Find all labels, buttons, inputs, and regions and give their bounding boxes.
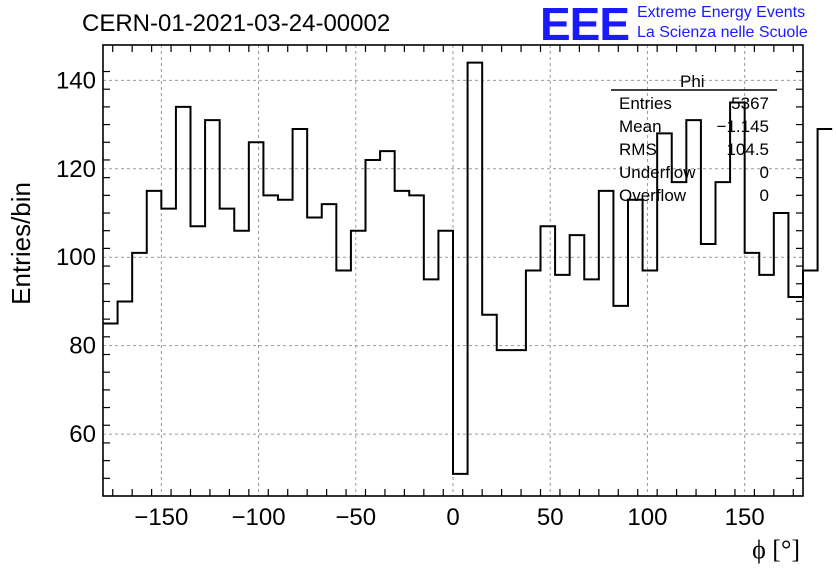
stats-value: 5367 <box>731 94 769 113</box>
stats-label: Mean <box>619 117 662 136</box>
x-axis-label: ϕ [°] <box>752 535 800 564</box>
stats-label: RMS <box>619 140 657 159</box>
x-tick-label: 100 <box>627 504 667 531</box>
stats-value: −1.145 <box>716 117 769 136</box>
logo-line-1: Extreme Energy Events <box>637 4 806 21</box>
y-tick-label: 80 <box>69 333 96 360</box>
stats-name: Phi <box>680 72 705 91</box>
stats-label: Entries <box>619 94 672 113</box>
stats-value: 104.5 <box>726 140 769 159</box>
y-tick-label: 100 <box>56 244 96 271</box>
y-tick-label: 60 <box>69 421 96 448</box>
eee-logo: EEE <box>540 0 630 50</box>
stats-value: 0 <box>759 186 769 205</box>
chart-title: CERN-01-2021-03-24-00002 <box>82 10 391 37</box>
stats-label: Underflow <box>619 163 696 182</box>
plot-frame <box>102 44 804 497</box>
stats-label: Overflow <box>619 186 687 205</box>
y-tick-label: 140 <box>56 67 96 94</box>
logo-line-2: La Scienza nelle Scuole <box>637 24 808 41</box>
y-axis-label: Entries/bin <box>6 182 36 305</box>
x-tick-label: 0 <box>446 504 459 531</box>
x-tick-label: −100 <box>232 504 286 531</box>
x-tick-label: 50 <box>537 504 564 531</box>
histogram-line <box>103 61 833 475</box>
axis-tick-labels: −150 −100 −50 0 50 100 150 60 80 100 120 140 <box>56 67 765 531</box>
stats-value: 0 <box>759 163 769 182</box>
axis-ticks <box>103 45 803 496</box>
y-tick-label: 120 <box>56 156 96 183</box>
x-tick-label: −150 <box>134 504 188 531</box>
x-tick-label: −50 <box>335 504 376 531</box>
x-tick-label: 150 <box>725 504 765 531</box>
